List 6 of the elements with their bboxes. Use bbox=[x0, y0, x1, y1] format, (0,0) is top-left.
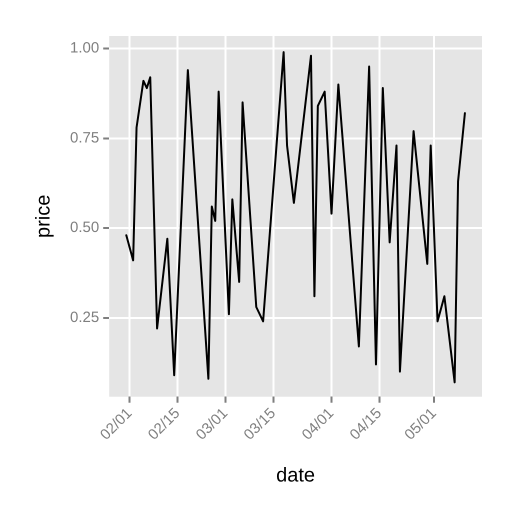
y-axis-title: price bbox=[32, 194, 55, 238]
y-tick-label: 0.25 bbox=[70, 308, 100, 326]
x-axis-title: date bbox=[276, 464, 316, 487]
y-tick-label: 0.75 bbox=[70, 129, 100, 146]
y-tick-label: 1.00 bbox=[70, 40, 100, 57]
y-tick-label: 0.50 bbox=[70, 219, 100, 236]
